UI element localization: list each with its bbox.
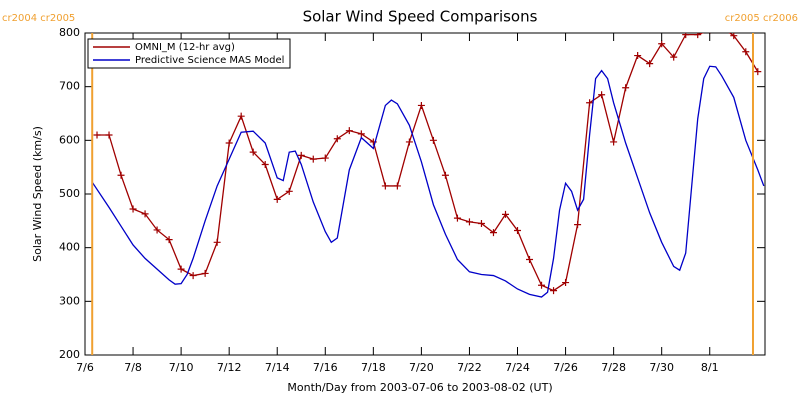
point-marker <box>213 238 221 246</box>
point-marker <box>622 84 630 92</box>
y-tick-label: 300 <box>59 294 80 307</box>
point-marker <box>237 112 245 120</box>
point-marker <box>562 279 570 287</box>
point-marker <box>357 130 365 138</box>
point-marker <box>393 182 401 190</box>
rotation-label: cr2004 cr2005 <box>2 13 75 24</box>
x-axis-label: Month/Day from 2003-07-06 to 2003-08-02 … <box>287 381 552 394</box>
point-marker <box>93 131 101 139</box>
point-marker <box>574 221 582 229</box>
point-marker <box>742 48 750 56</box>
point-marker <box>465 218 473 226</box>
y-tick-label: 800 <box>59 26 80 39</box>
point-marker <box>165 236 173 244</box>
point-marker <box>285 187 293 195</box>
x-tick-label: 8/1 <box>701 361 719 374</box>
point-marker <box>309 155 317 163</box>
x-tick-label: 7/10 <box>169 361 194 374</box>
y-tick-label: 200 <box>59 348 80 361</box>
point-marker <box>429 136 437 144</box>
x-tick-label: 7/8 <box>124 361 142 374</box>
point-marker <box>586 99 594 107</box>
series-line <box>91 65 765 298</box>
x-tick-label: 7/12 <box>217 361 242 374</box>
y-tick-label: 600 <box>59 133 80 146</box>
y-tick-label: 500 <box>59 187 80 200</box>
x-tick-label: 7/18 <box>361 361 386 374</box>
point-marker <box>105 131 113 139</box>
point-marker <box>405 138 413 146</box>
point-marker <box>538 281 546 289</box>
point-marker <box>658 40 666 48</box>
chart-title: Solar Wind Speed Comparisons <box>303 8 538 26</box>
point-marker <box>297 151 305 159</box>
rotation-label: cr2005 cr2006 <box>725 13 798 24</box>
point-marker <box>550 287 558 295</box>
x-tick-label: 7/16 <box>313 361 338 374</box>
y-tick-label: 400 <box>59 241 80 254</box>
x-tick-label: 7/28 <box>601 361 626 374</box>
series-line <box>97 33 759 292</box>
legend-box <box>87 38 291 69</box>
point-marker <box>321 154 329 162</box>
point-marker <box>453 214 461 222</box>
x-tick-label: 7/24 <box>505 361 530 374</box>
point-marker <box>634 52 642 60</box>
point-marker <box>598 91 606 99</box>
point-marker <box>177 265 185 273</box>
point-marker <box>381 182 389 190</box>
y-tick-label: 700 <box>59 80 80 93</box>
x-tick-label: 7/20 <box>409 361 434 374</box>
point-marker <box>610 138 618 146</box>
point-marker <box>730 33 738 40</box>
point-marker <box>417 101 425 109</box>
legend-label: Predictive Science MAS Model <box>135 55 284 66</box>
point-marker <box>261 160 269 168</box>
point-marker <box>526 255 534 263</box>
point-marker <box>646 60 654 68</box>
point-marker <box>189 272 197 280</box>
x-tick-label: 7/22 <box>457 361 482 374</box>
point-marker <box>273 195 281 203</box>
x-tick-label: 7/6 <box>76 361 94 374</box>
plot-area <box>91 33 765 298</box>
x-tick-label: 7/14 <box>265 361 290 374</box>
point-marker <box>225 139 233 147</box>
point-marker <box>141 210 149 218</box>
point-marker <box>670 53 678 61</box>
legend-label: OMNI_M (12-hr avg) <box>135 42 235 53</box>
point-marker <box>441 171 449 179</box>
point-marker <box>249 148 257 156</box>
y-axis-label: Solar Wind Speed (km/s) <box>31 126 44 262</box>
point-marker <box>117 171 125 179</box>
point-marker <box>694 33 702 39</box>
point-marker <box>477 220 485 228</box>
point-marker <box>754 68 762 76</box>
point-marker <box>153 226 161 234</box>
x-tick-label: 7/26 <box>553 361 578 374</box>
point-marker <box>333 135 341 143</box>
point-marker <box>501 210 509 218</box>
point-marker <box>345 127 353 135</box>
point-marker <box>201 269 209 277</box>
point-marker <box>129 205 137 213</box>
point-marker <box>489 229 497 237</box>
point-marker <box>514 226 522 234</box>
point-marker <box>682 33 690 39</box>
x-tick-label: 7/30 <box>649 361 674 374</box>
